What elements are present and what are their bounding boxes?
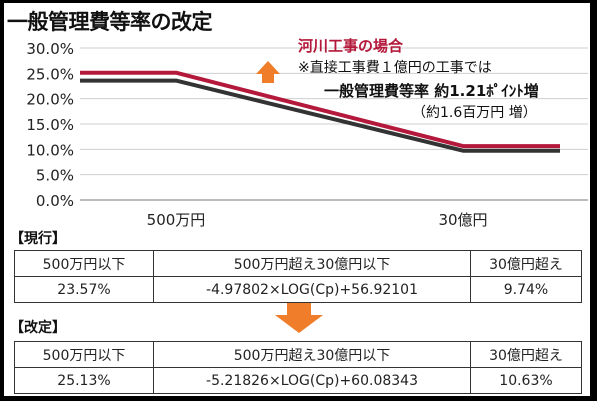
note-increase: 一般管理費等率 約1.21ﾎﾟｲﾝﾄ増 (324, 80, 539, 101)
note-amount: （約1.6百万円 増） (412, 105, 537, 121)
note-heading: 河川工事の場合 (298, 37, 404, 55)
table-row: 23.57% -4.97802×LOG(Cp)+56.92101 9.74% (14, 276, 582, 303)
x-tick-label: 500万円 (147, 211, 206, 229)
page-title: 一般管理費等率の改定 (7, 10, 213, 34)
table-cell: 10.63% (470, 367, 582, 394)
x-tick-label: 30億円 (438, 211, 487, 229)
table-row: 25.13% -5.21826×LOG(Cp)+60.08343 10.63% (14, 367, 582, 394)
table-header-row: 500万円以下 500万円超え30億円以下 30億円超え (14, 341, 582, 368)
note-condition: ※直接工事費１億円の工事では (298, 60, 492, 76)
rate-chart: 30.0% 25.0% 20.0% 15.0% 10.0% 5.0% 0.0% 500万円 30… (26, 40, 588, 229)
series-line-revised (80, 70, 560, 149)
note-increase-label: 一般管理費等率 (324, 82, 430, 100)
table-cell: 9.74% (470, 276, 582, 303)
y-tick-label: 25.0% (26, 65, 74, 83)
table-cell: -5.21826×LOG(Cp)+60.08343 (153, 367, 471, 394)
note-increase-value: 約1.21ﾎﾟｲﾝﾄ増 (434, 82, 539, 100)
table-header-cell: 30億円超え (470, 250, 582, 277)
table-cell: 25.13% (14, 367, 154, 394)
revised-table: 500万円以下 500万円超え30億円以下 30億円超え 25.13% -5.2… (14, 341, 582, 394)
table-header-cell: 500万円以下 (14, 341, 154, 368)
y-tick-label: 30.0% (26, 40, 74, 58)
table-header-row: 500万円以下 500万円超え30億円以下 30億円超え (14, 250, 582, 277)
table-header-cell: 30億円超え (470, 341, 582, 368)
y-tick-label: 15.0% (26, 116, 74, 134)
table-cell: -4.97802×LOG(Cp)+56.92101 (153, 276, 471, 303)
y-tick-label: 5.0% (36, 167, 74, 185)
y-tick-label: 10.0% (26, 141, 74, 159)
table-header-cell: 500万円超え30億円以下 (153, 250, 471, 277)
table-header-cell: 500万円以下 (14, 250, 154, 277)
series-line-current (80, 78, 560, 153)
down-arrow-icon (275, 303, 323, 333)
content-panel: 一般管理費等率の改定 30.0% 25.0% 20.0% 15.0% 10.0% 5.0%… (4, 3, 590, 396)
table-cell: 23.57% (14, 276, 154, 303)
current-label: 【現行】 (10, 231, 66, 247)
y-tick-label: 0.0% (36, 192, 74, 210)
up-arrow-icon (256, 61, 280, 83)
current-table: 500万円以下 500万円超え30億円以下 30億円超え 23.57% -4.9… (14, 250, 582, 303)
y-tick-label: 20.0% (26, 91, 74, 109)
revised-label: 【改定】 (10, 320, 66, 336)
table-header-cell: 500万円超え30億円以下 (153, 341, 471, 368)
